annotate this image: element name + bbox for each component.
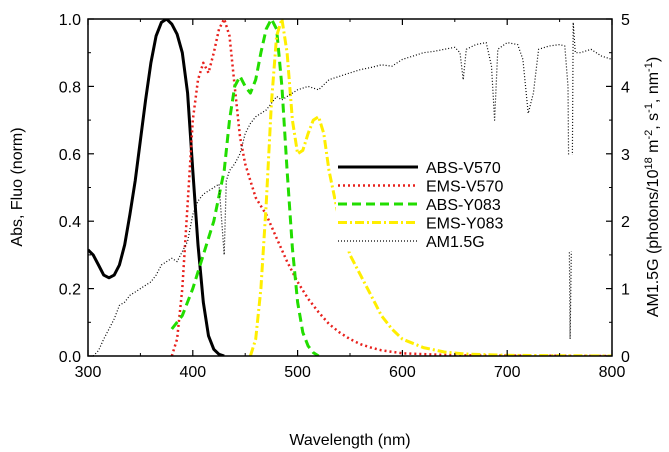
x-tick-label: 800 [599, 364, 626, 381]
x-tick-label: 400 [179, 364, 206, 381]
legend-label: EMS-Y083 [426, 216, 503, 233]
x-tick-label: 300 [75, 364, 102, 381]
series-layer [88, 19, 612, 356]
series-line-ems-y083 [248, 19, 612, 356]
y2-axis-title: AM1.5G (photons/1018 m-2, s-1, nm-1) [643, 57, 662, 317]
y2-tick-label: 2 [621, 214, 630, 231]
y2-tick-label: 1 [621, 282, 630, 299]
y-tick-label: 0.8 [59, 79, 81, 96]
ticks-layer: 300 400 500 600 700 800 0.0 0.2 0.4 0.6 0.8 1.0 0 1 2 3… [59, 12, 630, 381]
series-line-abs-y083 [170, 19, 320, 356]
y-tick-label: 0.0 [59, 349, 81, 366]
series-line-am1-5g [92, 21, 612, 356]
y-tick-label: 0.6 [59, 147, 81, 164]
y2-tick-label: 3 [621, 147, 630, 164]
series-line-ems-v570 [170, 19, 612, 356]
y-axis-title: Abs, Fluo (norm) [9, 127, 26, 246]
y2-tick-label: 5 [621, 12, 630, 29]
y-tick-label: 1.0 [59, 12, 81, 29]
y-tick-label: 0.2 [59, 282, 81, 299]
legend-label: AM1.5G [426, 234, 485, 251]
y2-tick-label: 4 [621, 79, 630, 96]
y2-tick-label: 0 [621, 349, 630, 366]
legend-label: EMS-V570 [426, 179, 503, 196]
x-tick-label: 500 [284, 364, 311, 381]
legend-label: ABS-Y083 [426, 197, 501, 214]
y-tick-label: 0.4 [59, 214, 81, 231]
x-axis-title: Wavelength (nm) [289, 432, 410, 449]
x-tick-label: 600 [389, 364, 416, 381]
x-tick-label: 700 [494, 364, 521, 381]
legend-label: ABS-V570 [426, 160, 501, 177]
series-line-abs-v570 [88, 19, 225, 356]
